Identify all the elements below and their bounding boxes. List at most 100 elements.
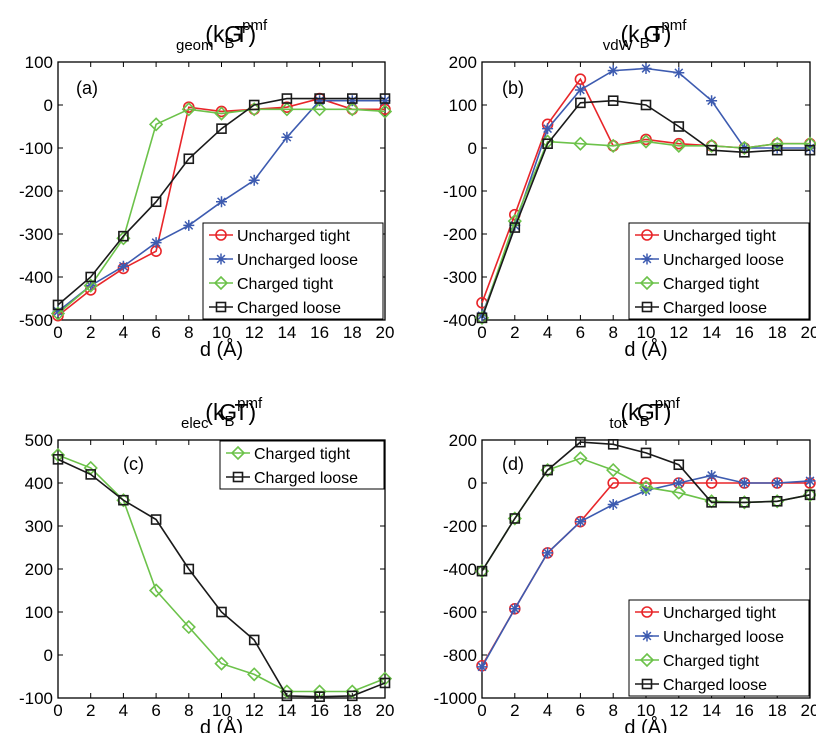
x-tick-label: 12 [669, 323, 688, 342]
data-point [671, 485, 686, 500]
data-point [216, 606, 227, 618]
data-point [118, 230, 129, 242]
y-tick-label: -400 [443, 311, 477, 330]
x-tick-label: 6 [151, 323, 160, 342]
panel-d: Gpmf tot (kBT) 0 2 4 6 8 10 12 14 16 18 20 -1000 -800 -… [434, 395, 816, 733]
data-point [704, 138, 719, 153]
title-b: Gpmf vdW (kBT) [603, 17, 687, 54]
x-axis-label: d (Å) [624, 716, 667, 733]
y-tick-label: -500 [19, 311, 53, 330]
x-tick-label: 12 [245, 701, 264, 720]
series-line [481, 140, 810, 319]
data-point [509, 222, 521, 233]
panel-label: (d) [502, 454, 524, 474]
data-point [607, 438, 619, 450]
data-point [671, 138, 686, 153]
data-point [640, 485, 652, 497]
data-point [183, 219, 195, 231]
data-point [148, 117, 164, 132]
data-point [281, 101, 293, 113]
data-point [216, 196, 227, 208]
title-units-open: (k [199, 21, 225, 47]
y-tick-label: 100 [449, 96, 477, 115]
x-tick-label: 10 [637, 323, 656, 342]
x-tick-label: 0 [53, 323, 62, 342]
data-point [706, 95, 718, 107]
series-charged-tight [50, 447, 393, 699]
data-point [574, 516, 586, 528]
data-point [183, 563, 195, 575]
y-tick-label: 300 [25, 517, 53, 536]
data-point [804, 144, 816, 156]
x-tick-label: 6 [576, 701, 585, 720]
series-charged-loose [476, 95, 816, 324]
y-tick-label: 200 [25, 560, 53, 579]
data-point [706, 497, 717, 508]
y-tick-label: 0 [44, 646, 53, 665]
x-tick-label: 6 [151, 701, 160, 720]
legend-marker [213, 275, 229, 291]
y-tick-label: 0 [468, 139, 477, 158]
panel-label: (a) [76, 78, 98, 98]
series-uncharged-loose [52, 95, 391, 317]
data-point [542, 547, 554, 559]
panel-label: (c) [123, 454, 144, 474]
x-axis-label: d (Å) [200, 338, 243, 361]
title-units-subscript: B [640, 413, 650, 430]
data-point [377, 104, 393, 119]
data-point [607, 65, 619, 77]
title-superscript: pmf [237, 395, 263, 412]
legend-entry: Uncharged tight [663, 228, 777, 245]
data-point [312, 684, 327, 699]
legend-marker [232, 471, 244, 483]
legend-marker [641, 606, 653, 618]
data-point [673, 121, 685, 132]
data-point [215, 105, 228, 118]
x-tick-label: 14 [702, 701, 721, 720]
legend-box [202, 222, 384, 320]
data-point [575, 97, 586, 109]
data-point [379, 93, 391, 104]
x-tick-label: 2 [86, 323, 95, 342]
data-point [804, 489, 816, 501]
data-point [281, 131, 293, 143]
data-point [214, 656, 229, 671]
data-point [279, 102, 295, 117]
y-tick-label: -400 [443, 560, 477, 579]
title-superscript: pmf [655, 395, 681, 412]
data-point [739, 147, 750, 158]
x-tick-label: 6 [576, 323, 585, 342]
y-tick-label: -100 [19, 139, 53, 158]
title-units-close: T) [234, 399, 256, 425]
data-point [281, 93, 293, 104]
data-point [607, 95, 619, 106]
data-point [216, 123, 227, 134]
data-point [346, 93, 358, 104]
data-point [476, 312, 488, 324]
data-point [379, 677, 391, 689]
series-line [57, 108, 386, 315]
title-main: G [219, 399, 237, 425]
data-point [314, 691, 325, 703]
title-subscript: elec [181, 415, 209, 432]
title-subscript: tot [609, 415, 627, 432]
data-point [640, 133, 652, 146]
data-point [314, 93, 325, 104]
data-point [673, 459, 685, 471]
title-subscript: geom [176, 37, 214, 54]
data-point [542, 138, 553, 149]
title-units-open: (k [614, 21, 640, 47]
panel-b: Gpmf vdW (kBT) 0 2 4 6 8 10 12 14 16 18 20 -400 -300 -2… [443, 17, 816, 361]
series-line [57, 97, 385, 306]
title-units-close: T) [650, 399, 672, 425]
title-main: G [224, 21, 242, 47]
legend-marker [641, 301, 653, 313]
title-superscript: pmf [242, 17, 268, 34]
series-line [57, 458, 386, 698]
data-point [771, 477, 783, 489]
data-point [606, 138, 621, 153]
x-axis-label: d (Å) [624, 338, 667, 361]
x-tick-label: 20 [376, 701, 395, 720]
title-units-subscript: B [224, 413, 234, 430]
series-uncharged-loose [476, 469, 816, 673]
